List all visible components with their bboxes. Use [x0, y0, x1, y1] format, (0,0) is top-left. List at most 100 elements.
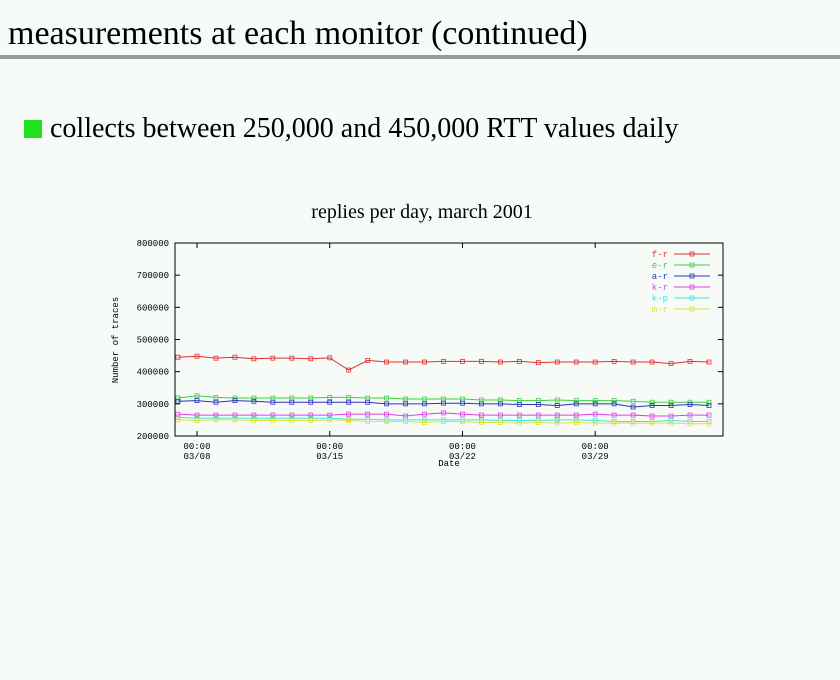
data-point [327, 417, 333, 423]
data-point [194, 353, 200, 359]
data-point [668, 413, 674, 419]
data-point [706, 403, 712, 408]
legend-label: f-r [652, 250, 668, 260]
data-point [422, 396, 427, 402]
data-point [308, 356, 314, 362]
data-point [479, 401, 484, 407]
data-point [460, 358, 465, 364]
data-point [365, 411, 371, 417]
data-point [687, 421, 693, 427]
data-point [289, 355, 295, 361]
title-rule [0, 55, 840, 59]
data-point [251, 412, 257, 418]
data-point [175, 417, 181, 423]
x-tick-label: 00:00 03/29 [581, 442, 609, 462]
chart-title: replies per day, march 2001 [311, 201, 532, 223]
x-axis-label: Date [438, 459, 460, 469]
data-point [479, 358, 484, 364]
data-point [441, 400, 446, 406]
data-point [175, 354, 181, 360]
data-point [479, 417, 484, 423]
series-line [177, 395, 709, 403]
data-point [213, 399, 219, 405]
data-point [251, 418, 257, 423]
data-point [194, 398, 200, 404]
data-point [630, 420, 636, 426]
y-axis-label: Number of traces [111, 297, 121, 383]
data-point [706, 359, 712, 365]
data-point [422, 401, 427, 407]
data-point [346, 367, 352, 373]
data-point [384, 359, 390, 365]
data-point [592, 411, 598, 417]
data-point [535, 402, 541, 407]
data-point [630, 359, 636, 365]
data-point [365, 358, 371, 363]
data-point [365, 399, 371, 405]
data-point [706, 421, 712, 427]
data-point [346, 418, 352, 423]
data-point [308, 412, 314, 418]
plot-frame [174, 242, 724, 437]
data-point [232, 417, 238, 423]
legend-marker [689, 262, 695, 268]
data-point [497, 412, 503, 418]
data-point [554, 403, 560, 408]
legend-marker [689, 295, 695, 301]
data-point [535, 412, 541, 418]
data-point [175, 411, 181, 417]
data-point [554, 359, 560, 365]
data-point [516, 418, 522, 423]
data-point [289, 418, 295, 423]
data-point [422, 411, 427, 417]
data-point [403, 401, 408, 407]
data-point [554, 397, 560, 403]
data-point [573, 359, 579, 365]
data-point [346, 411, 352, 417]
data-point [516, 402, 522, 407]
data-point [460, 411, 465, 417]
data-point [403, 419, 408, 424]
data-point [649, 359, 655, 365]
data-point [175, 398, 181, 404]
data-point [194, 393, 200, 399]
data-point [630, 412, 636, 418]
data-point [497, 420, 503, 425]
legend-label: a-r [652, 272, 668, 282]
data-point [611, 398, 617, 404]
series-line [178, 412, 709, 417]
data-point [289, 412, 295, 418]
y-tick-label: 300000 [137, 400, 169, 410]
series-line [178, 419, 709, 425]
data-point [497, 401, 503, 407]
data-point [687, 412, 693, 418]
data-point [611, 412, 617, 418]
data-point [649, 413, 655, 419]
data-point [251, 398, 257, 404]
data-point [289, 399, 295, 405]
data-point [687, 358, 693, 364]
data-point [327, 399, 333, 405]
y-tick-label: 500000 [137, 336, 169, 346]
y-tick-label: 400000 [137, 368, 169, 378]
data-point [270, 399, 276, 405]
data-point [592, 401, 598, 407]
data-point [573, 412, 579, 418]
y-tick-label: 200000 [137, 432, 169, 442]
data-point [554, 412, 560, 418]
data-point [232, 412, 238, 418]
legend-marker [689, 284, 695, 290]
data-point [403, 396, 408, 402]
data-point [384, 401, 390, 407]
data-point [346, 399, 352, 405]
data-point [573, 417, 579, 423]
data-point [213, 412, 219, 418]
data-point [175, 414, 181, 420]
data-point [630, 398, 636, 404]
data-point [611, 401, 617, 407]
data-point [592, 359, 598, 365]
data-point [479, 412, 484, 418]
legend-marker [689, 251, 695, 257]
